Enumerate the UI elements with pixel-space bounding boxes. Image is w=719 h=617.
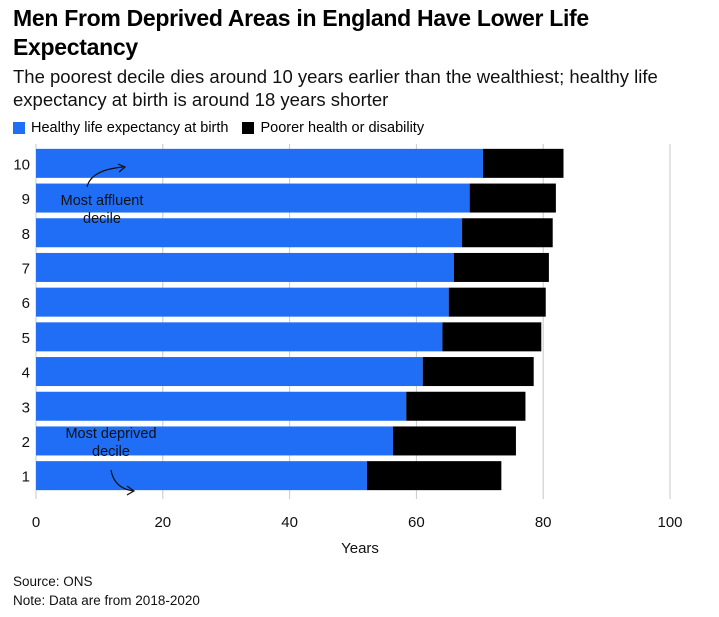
legend-label-poorer-health: Poorer health or disability xyxy=(260,120,425,136)
y-tick-label-5: 5 xyxy=(22,330,30,347)
bar-poorer-health-decile-7 xyxy=(453,252,549,282)
bar-poorer-health-decile-5 xyxy=(442,322,542,352)
source-note: Source: ONS xyxy=(13,574,93,589)
legend-item-poorer-health: Poorer health or disability xyxy=(242,120,424,136)
bar-healthy-decile-7 xyxy=(36,252,454,282)
x-tick-label-0: 0 xyxy=(32,514,40,531)
y-tick-label-8: 8 xyxy=(22,226,30,243)
annotation-arrow-affluent xyxy=(86,166,124,188)
bar-poorer-health-decile-6 xyxy=(448,287,546,317)
legend-item-healthy: Healthy life expectancy at birth xyxy=(13,120,228,136)
legend-swatch-poorer-health xyxy=(242,122,255,134)
bar-healthy-decile-10 xyxy=(36,148,483,178)
x-tick-label-100: 100 xyxy=(657,514,682,531)
y-tick-label-9: 9 xyxy=(22,191,30,208)
legend-label-healthy: Healthy life expectancy at birth xyxy=(31,120,229,136)
chart-subtitle: The poorest decile dies around 10 years … xyxy=(13,66,658,110)
bar-healthy-decile-4 xyxy=(36,357,423,387)
legend-swatch-healthy xyxy=(13,122,25,134)
bar-poorer-health-decile-3 xyxy=(406,391,526,421)
bar-healthy-decile-8 xyxy=(36,218,463,248)
x-tick-label-40: 40 xyxy=(281,514,298,531)
bar-poorer-health-decile-8 xyxy=(462,218,553,248)
bar-poorer-health-decile-9 xyxy=(469,183,556,213)
annotation-arrow-deprived xyxy=(110,469,134,492)
x-tick-label-20: 20 xyxy=(154,514,171,531)
annotation-arrowhead-affluent xyxy=(117,163,127,173)
bar-poorer-health-decile-2 xyxy=(392,426,516,456)
y-tick-label-7: 7 xyxy=(22,260,30,277)
chart-title: Men From Deprived Areas in England Have … xyxy=(13,5,589,60)
x-axis-label: Years xyxy=(341,540,379,557)
bar-poorer-health-decile-1 xyxy=(366,461,502,491)
y-tick-label-3: 3 xyxy=(22,399,30,416)
annotation-most-deprived: Most deprived decile xyxy=(65,426,156,460)
legend: Healthy life expectancy at birth Poorer … xyxy=(13,120,438,136)
bar-healthy-decile-2 xyxy=(36,426,393,456)
x-tick-label-80: 80 xyxy=(535,514,552,531)
bar-poorer-health-decile-4 xyxy=(422,357,534,387)
x-tick-label-60: 60 xyxy=(408,514,425,531)
y-tick-label-10: 10 xyxy=(13,156,30,173)
bar-healthy-decile-5 xyxy=(36,322,443,352)
y-tick-label-6: 6 xyxy=(22,295,30,312)
annotation-most-affluent: Most affluent decile xyxy=(61,193,144,227)
annotation-arrowhead-deprived xyxy=(126,485,136,496)
bar-poorer-health-decile-10 xyxy=(482,148,564,178)
bar-healthy-decile-3 xyxy=(36,391,407,421)
data-note: Note: Data are from 2018-2020 xyxy=(13,593,200,608)
bar-healthy-decile-6 xyxy=(36,287,449,317)
bar-healthy-decile-1 xyxy=(36,461,367,491)
y-tick-label-4: 4 xyxy=(22,365,30,382)
y-tick-label-2: 2 xyxy=(22,434,30,451)
y-tick-label-1: 1 xyxy=(22,469,30,486)
bar-healthy-decile-9 xyxy=(36,183,470,213)
